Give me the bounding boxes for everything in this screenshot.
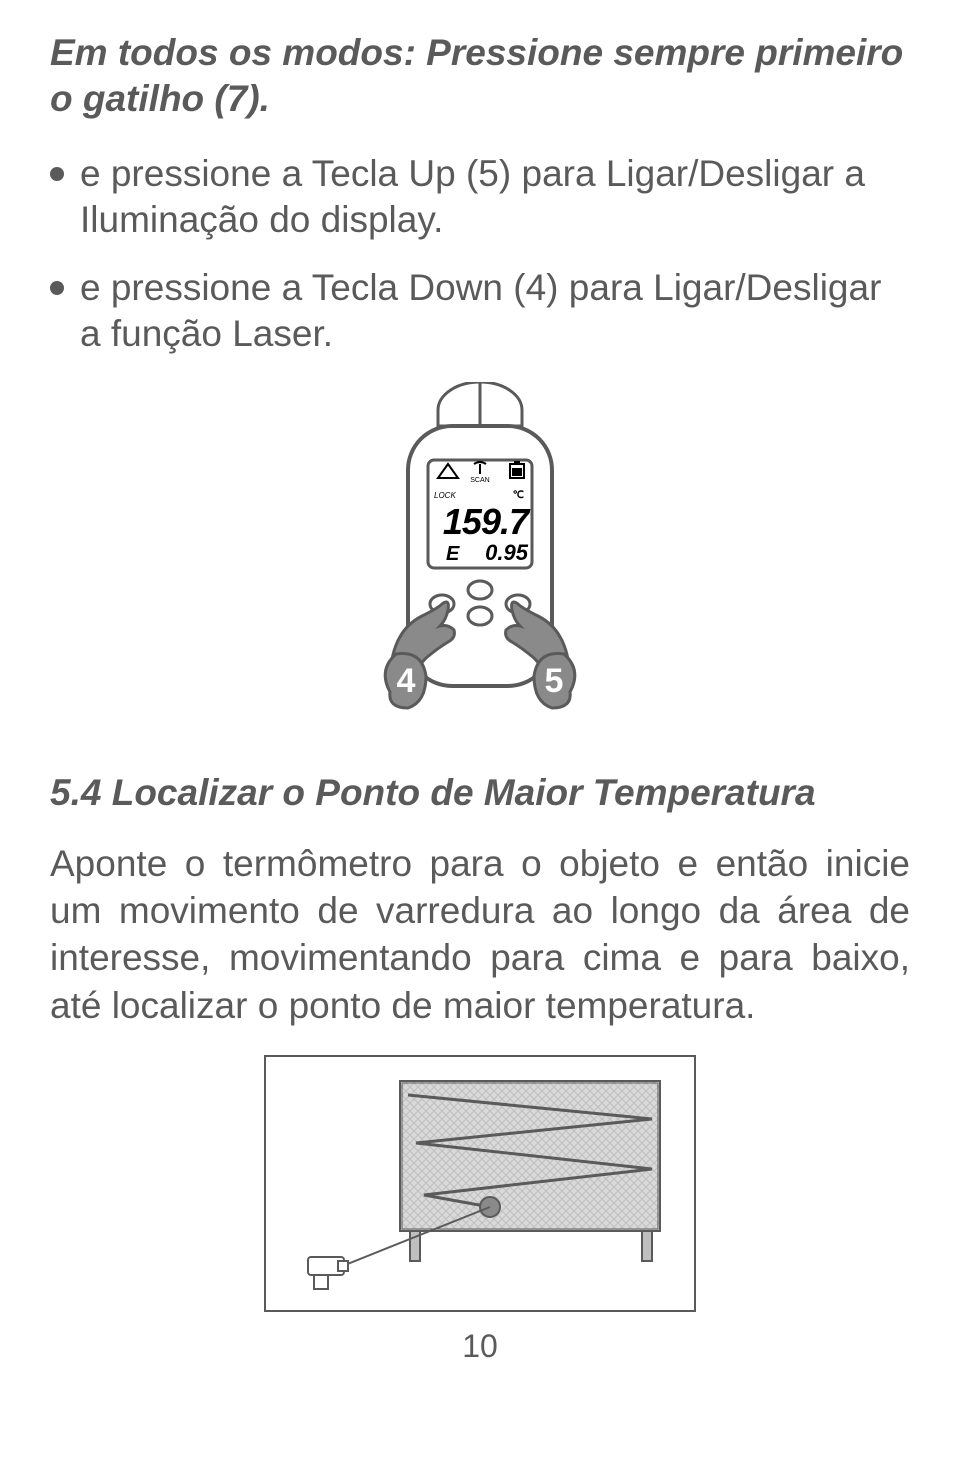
page-number: 10 [50,1328,910,1365]
svg-text:℃: ℃ [513,490,524,501]
section-body: Aponte o termômetro para o objeto e entã… [50,840,910,1029]
bullet-dot-icon [50,281,64,295]
svg-text:0.95: 0.95 [485,540,529,565]
svg-text:5: 5 [545,662,564,700]
svg-text:159.7: 159.7 [443,501,531,542]
scan-illustration [50,1055,910,1312]
bullet-item: e pressione a Tecla Up (5) para Ligar/De… [50,151,910,244]
mode-heading: Em todos os modos: Pressione sempre prim… [50,30,910,123]
bullet-text: e pressione a Tecla Down (4) para Ligar/… [80,265,910,358]
device-illustration: SCAN LOCK ℃ 159.7 E 0.95 4 5 [50,382,910,742]
svg-text:4: 4 [397,662,416,700]
bullet-item: e pressione a Tecla Down (4) para Ligar/… [50,265,910,358]
svg-text:E: E [446,543,460,565]
bullet-text: e pressione a Tecla Up (5) para Ligar/De… [80,151,910,244]
svg-text:SCAN: SCAN [470,477,489,484]
section-title: 5.4 Localizar o Ponto de Maior Temperatu… [50,772,910,814]
bullet-dot-icon [50,167,64,181]
svg-text:LOCK: LOCK [434,491,456,500]
